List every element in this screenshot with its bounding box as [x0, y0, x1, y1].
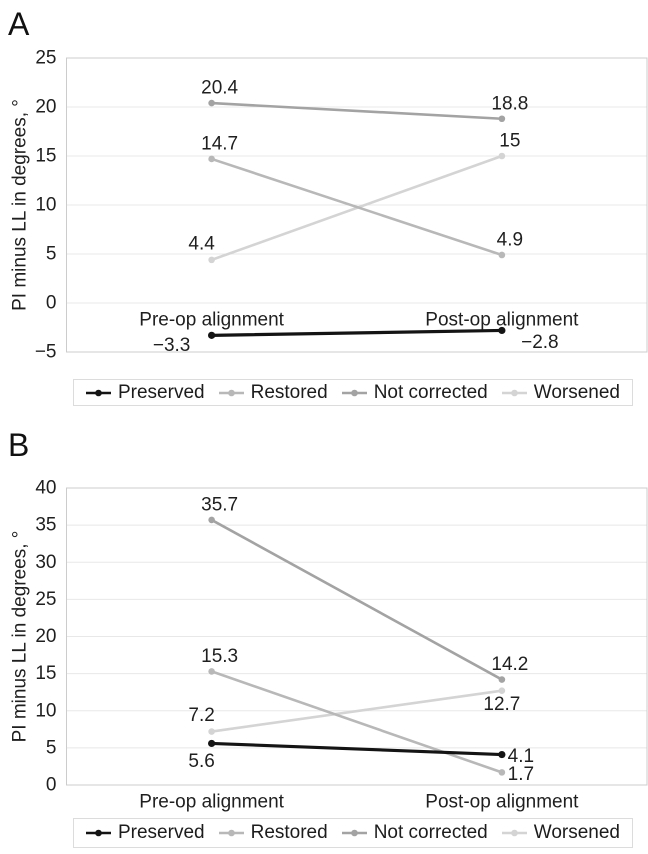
data-label: 14.7	[201, 133, 238, 154]
data-label: 15	[499, 131, 520, 152]
data-label: 4.1	[508, 746, 534, 767]
data-point-worsened	[208, 256, 215, 264]
legend-item-label: Worsened	[533, 381, 621, 403]
data-point-worsened	[208, 728, 215, 735]
series-line-not-corrected	[210, 518, 504, 681]
plot-border	[66, 57, 648, 353]
y-axis-title: PI minus LL in degrees, °	[10, 531, 31, 743]
panel-b-label: B	[8, 427, 30, 463]
series-line-not-corrected	[210, 101, 504, 121]
legend-marker-icon	[341, 829, 367, 837]
data-point-preserved	[208, 331, 216, 339]
y-tick-label: 20	[35, 626, 56, 647]
legend-marker-icon	[218, 389, 244, 396]
data-point-not-corrected	[208, 516, 215, 524]
y-tick-label: 35	[35, 515, 56, 536]
y-tick-label: 20	[35, 97, 56, 118]
data-label: 12.7	[483, 694, 520, 715]
data-label: 14.2	[491, 654, 528, 675]
data-label: −3.3	[153, 335, 191, 356]
data-point-worsened	[498, 687, 506, 695]
x-category-label: Pre-op alignment	[139, 792, 284, 813]
y-tick-label: 5	[46, 737, 57, 758]
series-line-restored	[210, 157, 504, 257]
data-label: 35.7	[201, 494, 238, 515]
x-category-label: Pre-op alignment	[139, 310, 284, 331]
data-point-restored	[498, 251, 506, 259]
legend-panel-b: Preserved Restored Not corrected Worsened	[73, 818, 633, 848]
legend-marker-icon	[85, 389, 111, 396]
legend-item-not-corrected: Not corrected	[341, 381, 488, 404]
legend-marker-icon	[501, 829, 527, 837]
y-tick-label: 5	[46, 244, 57, 265]
y-tick-label: 30	[35, 552, 56, 573]
y-tick-label: 0	[46, 775, 57, 796]
data-point-not-corrected	[498, 676, 506, 683]
data-point-restored	[208, 668, 215, 675]
x-category-label: Post-op alignment	[425, 310, 579, 331]
data-label: −2.8	[521, 332, 559, 353]
legend-item-preserved: Preserved	[85, 822, 205, 844]
data-point-not-corrected	[208, 99, 215, 107]
data-label: 5.6	[188, 751, 214, 772]
data-label: 7.2	[188, 705, 214, 726]
data-label: 1.7	[508, 764, 534, 785]
y-tick-label: 0	[46, 293, 57, 314]
plot-border	[66, 487, 648, 786]
legend-item-label: Not corrected	[373, 822, 488, 843]
y-tick-label: 40	[35, 478, 56, 499]
y-tick-label: 25	[35, 48, 56, 69]
series-line-restored	[210, 670, 504, 774]
y-tick-label: 25	[35, 589, 56, 610]
legend-panel-a: Preserved Restored Not corrected Worsened	[73, 379, 633, 406]
y-tick-label: 10	[35, 700, 56, 721]
x-category-label: Post-op alignment	[425, 792, 579, 813]
series-line-preserved	[210, 741, 504, 757]
data-label: 4.9	[497, 229, 523, 250]
data-point-restored	[208, 155, 215, 163]
data-point-preserved	[208, 739, 216, 748]
legend-item-label: Worsened	[533, 822, 621, 843]
data-point-preserved	[498, 750, 506, 759]
data-label: 18.8	[491, 93, 528, 114]
y-tick-label: −5	[35, 342, 57, 363]
data-point-not-corrected	[498, 115, 506, 123]
legend-item-label: Restored	[250, 822, 328, 843]
data-label: 20.4	[201, 78, 238, 99]
legend-item-label: Not corrected	[373, 381, 488, 403]
data-label: 15.3	[201, 646, 238, 667]
legend-item-restored: Restored	[218, 381, 328, 404]
series-line-worsened	[210, 689, 504, 733]
y-axis-title: PI minus LL in degrees, °	[10, 99, 31, 311]
y-tick-label: 10	[35, 195, 56, 216]
legend-item-not-corrected: Not corrected	[341, 822, 488, 844]
data-point-worsened	[498, 152, 506, 160]
legend-item-worsened: Worsened	[501, 822, 621, 844]
legend-item-label: Restored	[250, 381, 328, 403]
data-point-preserved	[498, 326, 506, 335]
legend-item-preserved: Preserved	[85, 381, 205, 404]
panel-a-label: A	[8, 6, 30, 42]
series-line-preserved	[210, 328, 504, 337]
legend-marker-icon	[341, 389, 367, 396]
y-tick-label: 15	[35, 146, 56, 167]
y-tick-label: 15	[35, 663, 56, 684]
legend-item-label: Preserved	[117, 381, 205, 403]
legend-item-worsened: Worsened	[501, 381, 621, 404]
legend-marker-icon	[85, 829, 111, 837]
legend-item-label: Preserved	[117, 822, 205, 843]
legend-item-restored: Restored	[218, 822, 328, 844]
data-label: 4.4	[188, 233, 215, 254]
legend-marker-icon	[501, 389, 527, 396]
legend-marker-icon	[218, 829, 244, 837]
data-point-restored	[498, 769, 506, 776]
